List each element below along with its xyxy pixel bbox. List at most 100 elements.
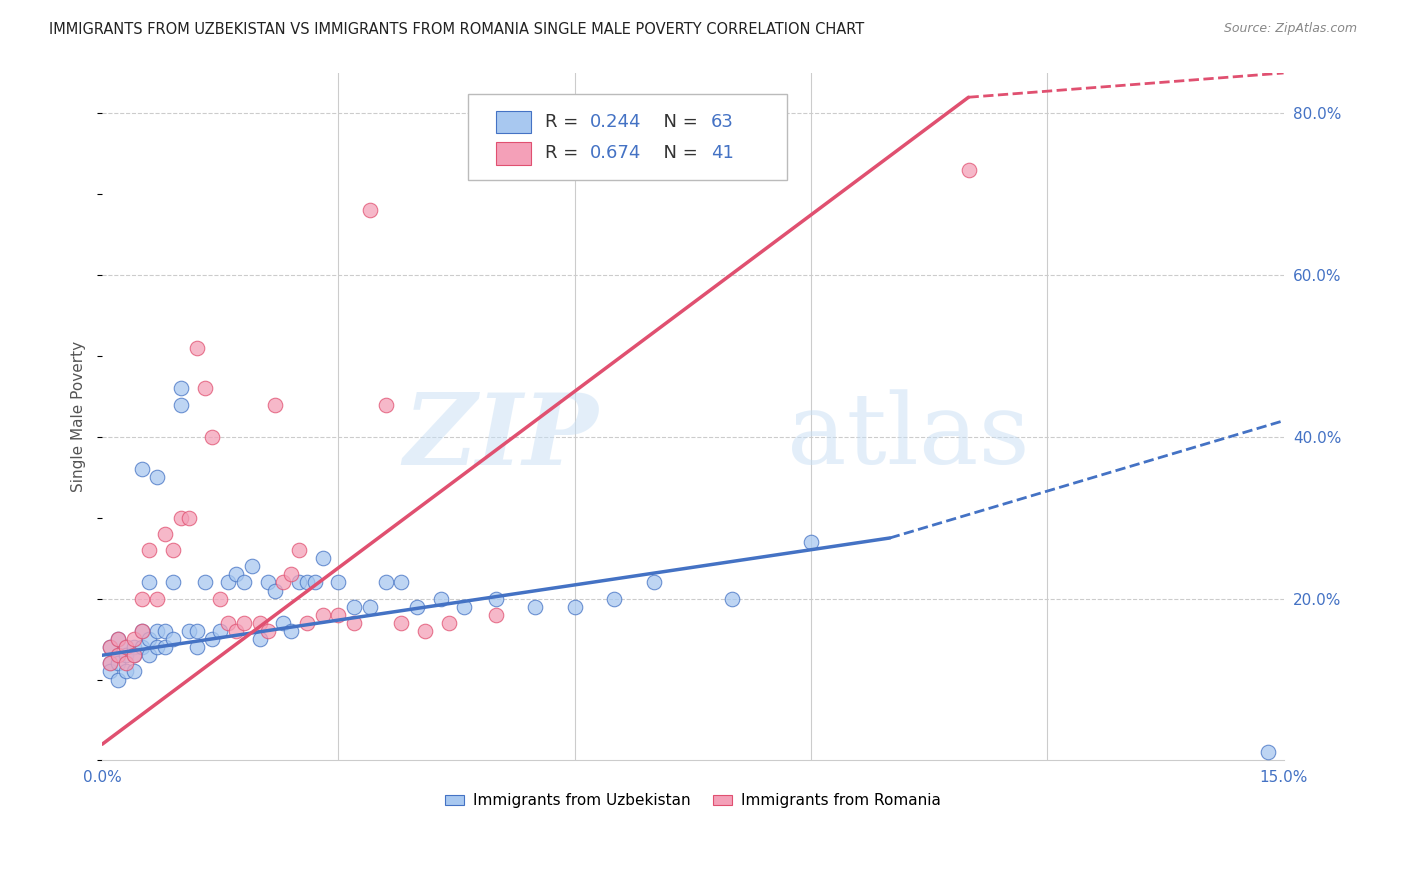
Text: 41: 41 [710, 145, 734, 162]
Point [107, 632, 129, 646]
Point [343, 599, 366, 614]
Point [413, 624, 436, 638]
Point [721, 591, 744, 606]
Point [138, 543, 160, 558]
Point [122, 648, 145, 663]
Point [98, 665, 121, 679]
Point [264, 398, 287, 412]
Point [138, 632, 160, 646]
Point [131, 462, 153, 476]
Point [115, 665, 138, 679]
Point [194, 575, 217, 590]
Point [240, 559, 263, 574]
Point [280, 567, 302, 582]
Point [98, 657, 121, 671]
Point [186, 341, 208, 355]
Point [98, 640, 121, 655]
Point [217, 575, 239, 590]
Point [170, 398, 193, 412]
Point [643, 575, 665, 590]
Point [453, 599, 475, 614]
Point [201, 632, 224, 646]
Text: 63: 63 [710, 113, 734, 131]
Point [1257, 745, 1279, 759]
Point [122, 640, 145, 655]
Point [391, 575, 413, 590]
Point [430, 591, 453, 606]
Point [107, 632, 129, 646]
Text: ZIP: ZIP [404, 389, 599, 485]
Point [280, 624, 302, 638]
Text: R =: R = [546, 113, 585, 131]
Point [264, 583, 287, 598]
Point [957, 163, 980, 178]
Legend: Immigrants from Uzbekistan, Immigrants from Romania: Immigrants from Uzbekistan, Immigrants f… [439, 788, 946, 814]
Point [273, 615, 295, 630]
Point [209, 591, 232, 606]
Point [98, 657, 121, 671]
Point [162, 575, 184, 590]
Point [295, 615, 318, 630]
Point [256, 575, 278, 590]
Point [225, 567, 247, 582]
Point [186, 640, 208, 655]
Point [155, 527, 177, 541]
Point [115, 640, 138, 655]
Point [131, 591, 153, 606]
Point [225, 624, 247, 638]
Point [138, 648, 160, 663]
Point [122, 665, 145, 679]
Text: 0.674: 0.674 [591, 145, 641, 162]
Text: R =: R = [546, 145, 585, 162]
Point [155, 624, 177, 638]
Text: N =: N = [651, 145, 703, 162]
FancyBboxPatch shape [495, 111, 531, 134]
Text: atlas: atlas [787, 390, 1031, 485]
Point [233, 615, 256, 630]
Point [312, 551, 335, 566]
Point [177, 624, 200, 638]
Point [295, 575, 318, 590]
Point [312, 607, 335, 622]
Point [564, 599, 586, 614]
Point [359, 599, 381, 614]
Point [524, 599, 547, 614]
Point [131, 624, 153, 638]
Point [107, 648, 129, 663]
Point [122, 632, 145, 646]
Point [131, 624, 153, 638]
Point [288, 575, 311, 590]
Point [162, 543, 184, 558]
Point [564, 163, 586, 178]
Point [138, 575, 160, 590]
Point [146, 624, 169, 638]
Point [304, 575, 326, 590]
Y-axis label: Single Male Poverty: Single Male Poverty [72, 341, 86, 492]
Point [131, 640, 153, 655]
Point [485, 591, 508, 606]
Point [162, 632, 184, 646]
Point [437, 615, 460, 630]
Point [328, 575, 350, 590]
Point [115, 640, 138, 655]
Point [107, 657, 129, 671]
Point [485, 607, 508, 622]
Point [343, 615, 366, 630]
Point [146, 640, 169, 655]
Point [374, 575, 396, 590]
Point [374, 398, 396, 412]
Text: N =: N = [651, 113, 703, 131]
Point [273, 575, 295, 590]
Point [233, 575, 256, 590]
FancyBboxPatch shape [468, 94, 787, 179]
Point [170, 381, 193, 395]
FancyBboxPatch shape [495, 143, 531, 165]
Point [391, 615, 413, 630]
Point [194, 381, 217, 395]
Point [115, 648, 138, 663]
Point [256, 624, 278, 638]
Point [328, 607, 350, 622]
Point [122, 648, 145, 663]
Point [177, 510, 200, 524]
Point [170, 510, 193, 524]
